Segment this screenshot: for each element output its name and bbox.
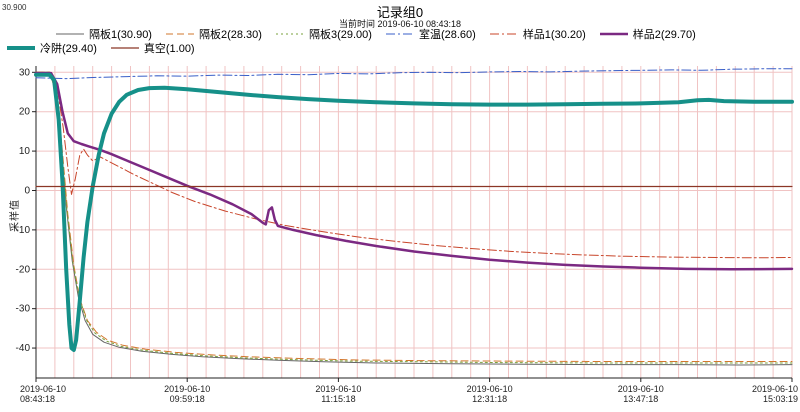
legend-item-2[interactable]: 隔板3(29.00) bbox=[275, 26, 372, 42]
x-tick-time: 12:31:18 bbox=[472, 394, 507, 404]
grid bbox=[36, 66, 793, 378]
legend-row-2: 冷阱(29.40) 真空(1.00) bbox=[6, 40, 195, 56]
x-tick-date: 2019-06-10 bbox=[20, 384, 66, 394]
legend-line-sample bbox=[7, 46, 35, 50]
legend-item-7[interactable]: 真空(1.00) bbox=[110, 40, 195, 56]
x-tick-date: 2019-06-10 bbox=[164, 384, 210, 394]
legend-label: 隔板3(29.00) bbox=[308, 29, 372, 41]
y-tick-label: 30 bbox=[19, 67, 31, 78]
series-line-6 bbox=[34, 72, 794, 352]
x-tick-time: 09:59:18 bbox=[170, 394, 205, 404]
x-tick-time: 08:43:18 bbox=[20, 394, 55, 404]
legend-line-sample bbox=[489, 33, 518, 35]
series-line-3 bbox=[35, 68, 793, 80]
y-tick-label: -40 bbox=[16, 343, 31, 354]
current-time-label: 当前时间 2019-06-10 08:43:18 bbox=[338, 19, 462, 29]
x-tick-date: 2019-06-10 bbox=[618, 384, 664, 394]
legend-item-3[interactable]: 室温(28.60) bbox=[385, 26, 476, 42]
legend-label: 室温(28.60) bbox=[418, 29, 476, 41]
y-tick-label: 0 bbox=[24, 185, 30, 196]
legend-label: 隔板2(28.30) bbox=[198, 29, 262, 41]
legend-line-sample bbox=[165, 33, 194, 35]
legend-line-sample bbox=[110, 47, 139, 49]
legend-line-sample bbox=[56, 33, 84, 35]
legend-row-1: 隔板1(30.90) 隔板2(28.30) 隔板3(29.00) 室温(28.60) 样… bbox=[55, 26, 696, 42]
legend-item-6[interactable]: 冷阱(29.40) bbox=[6, 40, 97, 56]
y-tick-label: 10 bbox=[19, 146, 31, 157]
y-tick-label: -30 bbox=[16, 304, 31, 315]
chart-title: 记录组0 bbox=[376, 5, 424, 20]
x-tick-date: 2019-06-10 bbox=[315, 384, 361, 394]
legend-label: 真空(1.00) bbox=[143, 43, 195, 55]
x-tick-time: 13:47:18 bbox=[623, 394, 658, 404]
series-line-5 bbox=[34, 71, 794, 271]
legend-line-sample bbox=[599, 32, 628, 36]
legend-label: 冷阱(29.40) bbox=[40, 43, 97, 55]
axes: 3020100-10-20-30-402019-06-1008:43:18201… bbox=[16, 66, 798, 404]
y-tick-label: -20 bbox=[16, 264, 31, 275]
series-line-4 bbox=[35, 71, 793, 259]
legend-label: 样品1(30.20) bbox=[522, 29, 586, 41]
y-tick-label: 20 bbox=[19, 107, 31, 118]
legend-label: 样品2(29.70) bbox=[632, 29, 696, 41]
x-tick-time: 11:15:18 bbox=[321, 394, 355, 404]
legend-line-sample bbox=[385, 33, 414, 35]
x-tick-date: 2019-06-10 bbox=[467, 384, 513, 394]
cursor-value: 30.900 bbox=[2, 3, 27, 12]
legend-item-5[interactable]: 样品2(29.70) bbox=[599, 26, 696, 42]
legend-item-0[interactable]: 隔板1(30.90) bbox=[55, 26, 152, 42]
series-lines bbox=[34, 68, 794, 366]
legend-label: 隔板1(30.90) bbox=[89, 29, 152, 41]
legend-item-1[interactable]: 隔板2(28.30) bbox=[165, 26, 262, 42]
y-tick-label: -10 bbox=[16, 225, 31, 236]
x-tick-date: 2019-06-10 bbox=[752, 384, 798, 394]
legend-item-4[interactable]: 样品1(30.20) bbox=[489, 26, 586, 42]
x-tick-time: 15:03:19 bbox=[763, 394, 798, 404]
